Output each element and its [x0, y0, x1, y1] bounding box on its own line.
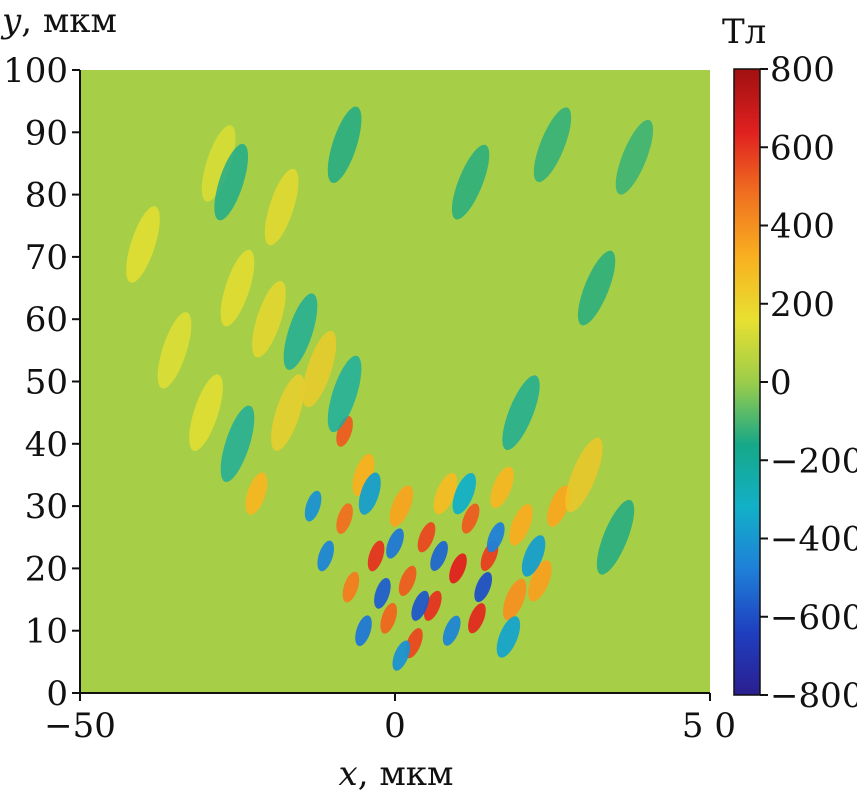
heatmap-feature	[417, 522, 436, 553]
x-tick-label: 5 0	[682, 706, 736, 746]
heatmap-feature	[220, 249, 255, 327]
colorbar-tick-label: −400	[770, 520, 857, 560]
heatmap-feature	[449, 553, 467, 584]
colorbar-tick-label: 600	[770, 128, 835, 168]
colorbar: Тл 800 600 400 200 0 −200 −400 −600 −800	[722, 12, 857, 716]
heatmap-feature	[502, 375, 540, 451]
heatmap-feature	[304, 490, 322, 522]
heatmap-feature	[157, 312, 192, 389]
heatmap-feature	[342, 571, 360, 603]
heatmap-feature	[430, 540, 448, 572]
colorbar-tick-label: −200	[770, 441, 857, 481]
x-tick-label: −50	[44, 706, 116, 746]
heatmap-feature	[201, 125, 236, 202]
heatmap-feature	[433, 472, 458, 515]
heatmap-feature	[502, 578, 527, 621]
colorbar-tick-label: 800	[770, 50, 835, 90]
heatmap-feature	[389, 485, 414, 527]
colorbar-bar	[733, 68, 761, 696]
heatmap-feature	[189, 374, 223, 451]
heatmap-feature	[264, 168, 299, 246]
y-tick-label: 0	[46, 674, 68, 714]
y-tick-label: 10	[25, 612, 68, 652]
heatmap-feature	[615, 119, 654, 195]
colorbar-tick-label: −800	[770, 676, 857, 716]
heatmap-feature	[358, 472, 381, 515]
heatmap-feature	[317, 540, 334, 572]
heatmap-feature	[577, 250, 616, 326]
heatmap-feature	[521, 535, 546, 577]
y-tick-label: 60	[25, 300, 68, 340]
heatmap-feature	[451, 144, 490, 220]
heatmap-feature	[423, 590, 442, 621]
x-axis: −50 0 5 0	[44, 692, 736, 746]
y-tick-label: 100	[3, 51, 68, 91]
colorbar-tick-label: −600	[770, 598, 857, 638]
colorbar-unit-label: Тл	[722, 12, 766, 52]
colorbar-tick-label: 0	[770, 363, 792, 403]
x-axis-var: x	[339, 754, 358, 794]
y-tick-label: 40	[25, 425, 68, 465]
heatmap-feature	[245, 472, 268, 515]
heatmap-features	[126, 106, 654, 671]
heatmap-feature	[252, 280, 286, 358]
heatmap-feature	[367, 540, 385, 572]
heatmap-feature	[461, 503, 480, 534]
heatmap-feature	[474, 572, 493, 603]
heatmap-feature	[352, 453, 375, 497]
heatmap-background	[80, 70, 710, 693]
heatmap-feature	[380, 602, 397, 634]
heatmap-feature	[327, 106, 362, 183]
heatmap-feature	[374, 577, 391, 609]
heatmap-feature	[486, 522, 505, 553]
heatmap-feature	[468, 603, 486, 634]
heatmap-feature	[411, 590, 430, 621]
y-tick-label: 30	[25, 487, 68, 527]
y-tick-label: 70	[25, 238, 68, 278]
y-axis-var: y	[0, 1, 22, 41]
colorbar-tick-label: 400	[770, 207, 835, 247]
heatmap-feature	[496, 616, 521, 658]
y-axis-title: y, мкм	[0, 1, 117, 41]
x-tick-label: 0	[384, 706, 406, 746]
y-axis: 0 10 20 30 40 50 60 70 80 90 100	[3, 51, 81, 714]
heatmap-feature	[392, 640, 411, 671]
x-axis-title: x, мкм	[339, 754, 454, 794]
heatmap-feature	[214, 143, 249, 221]
heatmap-feature	[533, 107, 572, 183]
heatmap-feature	[442, 615, 461, 646]
heatmap-feature	[490, 466, 514, 509]
heatmap-feature	[327, 355, 362, 433]
y-axis-unit: , мкм	[21, 1, 117, 41]
heatmap-feature	[398, 565, 417, 596]
heatmap-feature	[271, 374, 305, 451]
heatmap-feature	[386, 528, 404, 559]
heatmap-feature	[336, 503, 353, 534]
heatmap-feature	[565, 437, 603, 513]
y-tick-label: 20	[25, 549, 68, 589]
heatmap-feature	[220, 405, 255, 483]
y-tick-label: 90	[25, 113, 68, 153]
heatmap-feature	[452, 472, 477, 515]
y-tick-label: 80	[25, 176, 68, 216]
x-axis-unit: , мкм	[358, 754, 454, 794]
colorbar-tick-label: 200	[770, 285, 835, 325]
heatmap-feature	[302, 330, 337, 408]
heatmap-feature	[283, 293, 318, 370]
heatmap-feature	[126, 206, 160, 283]
heatmap-feature	[509, 504, 533, 546]
heatmap-feature	[596, 499, 635, 575]
heatmap-plot-area	[80, 70, 710, 693]
heatmap-feature	[547, 485, 571, 527]
heatmap-feature	[528, 560, 552, 602]
y-tick-label: 50	[25, 363, 68, 403]
heatmap-feature	[355, 615, 372, 647]
